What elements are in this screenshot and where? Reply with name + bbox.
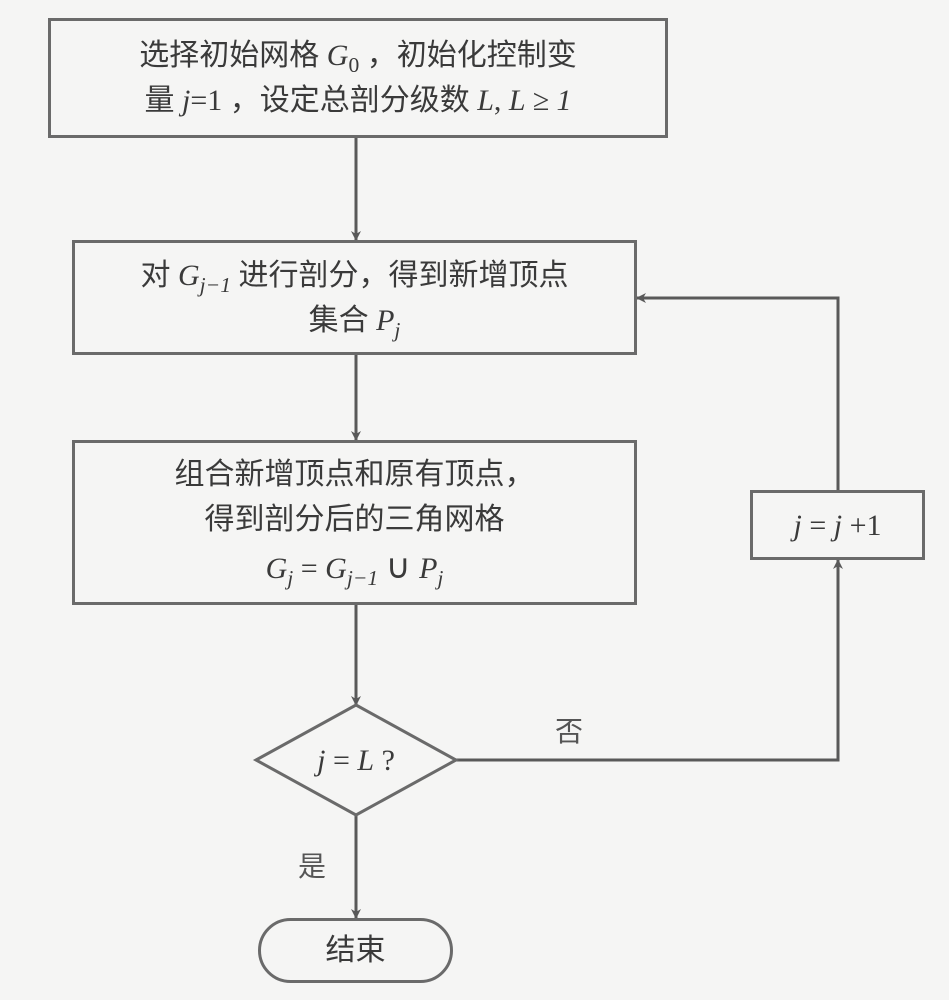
node-subdivide-line2: 集合 Pj xyxy=(140,298,568,343)
node-combine: 组合新增顶点和原有顶点， 得到剖分后的三角网格 Gj = Gj−1 ∪ Pj xyxy=(72,440,637,605)
math-G-sub: 0 xyxy=(348,53,359,77)
math: G xyxy=(325,552,347,585)
label-no: 否 xyxy=(555,710,583,750)
node-init-line1: 选择初始网格 G0 ，初始化控制变 xyxy=(139,33,576,78)
math-P: P xyxy=(376,304,394,337)
math: = xyxy=(809,509,833,542)
math: +1 xyxy=(850,509,882,542)
math-eq: =1 xyxy=(190,84,222,117)
flowchart-canvas: 选择初始网格 G0 ，初始化控制变 量 j=1 ，设定总剖分级数 L, L ≥ … xyxy=(0,0,949,1000)
text: 集合 xyxy=(309,304,369,337)
math: j−1 xyxy=(347,566,378,590)
node-combine-line2: 得到剖分后的三角网格 xyxy=(175,497,535,542)
math-union: ∪ xyxy=(386,549,419,586)
node-init: 选择初始网格 G0 ，初始化控制变 量 j=1 ，设定总剖分级数 L, L ≥ … xyxy=(48,18,668,138)
text: 量 xyxy=(144,84,174,117)
math-Lge: L ≥ 1 xyxy=(509,84,572,117)
math: = xyxy=(301,552,325,585)
text: ，设定总剖分级数 xyxy=(230,84,470,117)
math: j xyxy=(793,509,801,542)
text: 进行剖分，得到新增顶点 xyxy=(239,259,569,292)
math: j xyxy=(834,509,842,542)
math-G-sub: j−1 xyxy=(200,273,231,297)
node-end: 结束 xyxy=(258,918,453,983)
math-G: G xyxy=(178,259,200,292)
node-combine-line1: 组合新增顶点和原有顶点， xyxy=(175,452,535,497)
decision-text: j = L ? xyxy=(256,735,456,785)
edge-inc-n2 xyxy=(637,298,838,490)
math: j xyxy=(287,566,293,590)
node-subdivide-line1: 对 Gj−1 进行剖分，得到新增顶点 xyxy=(140,253,568,298)
text: 选择初始网格 xyxy=(139,39,319,72)
math: j xyxy=(437,566,443,590)
math: ? xyxy=(382,744,395,777)
node-combine-eq: Gj = Gj−1 ∪ Pj xyxy=(175,542,535,593)
math: j xyxy=(317,744,325,777)
node-subdivide: 对 Gj−1 进行剖分，得到新增顶点 集合 Pj xyxy=(72,240,637,355)
text: 对 xyxy=(140,259,170,292)
math-G: G xyxy=(327,39,349,72)
math: P xyxy=(419,552,437,585)
math: G xyxy=(266,552,288,585)
node-init-line2: 量 j=1 ，设定总剖分级数 L, L ≥ 1 xyxy=(139,78,576,123)
text: ，初始化控制变 xyxy=(367,39,577,72)
text: , xyxy=(494,84,509,117)
end-text: 结束 xyxy=(326,928,386,973)
label-yes: 是 xyxy=(298,845,326,885)
math-P-sub: j xyxy=(394,318,400,342)
math: L xyxy=(357,744,374,777)
math: = xyxy=(333,744,357,777)
math-L: L xyxy=(477,84,494,117)
node-increment: j = j +1 xyxy=(750,490,925,560)
